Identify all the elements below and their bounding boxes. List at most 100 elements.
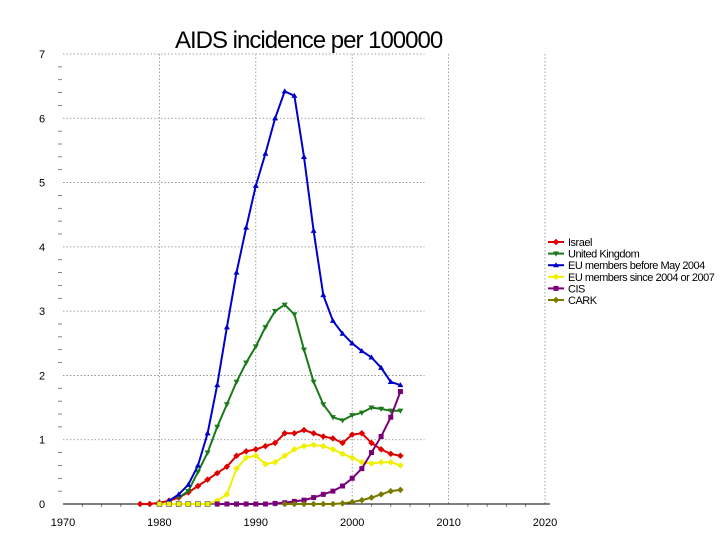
data-point bbox=[388, 414, 394, 420]
legend-entry: EU members before May 2004 bbox=[548, 260, 706, 272]
data-point bbox=[330, 488, 336, 494]
data-point bbox=[377, 491, 385, 498]
data-point bbox=[339, 418, 346, 424]
y-tick-label: 1 bbox=[39, 435, 45, 447]
y-tick-label: 3 bbox=[39, 306, 45, 318]
chart-title: AIDS incidence per 100000 bbox=[175, 27, 443, 54]
data-point bbox=[368, 405, 375, 411]
data-point bbox=[146, 500, 154, 508]
data-point bbox=[310, 441, 317, 449]
legend-label: United Kingdom bbox=[568, 249, 640, 261]
data-point bbox=[195, 501, 201, 507]
data-point bbox=[214, 501, 220, 507]
data-point bbox=[223, 402, 230, 408]
data-point bbox=[368, 439, 375, 447]
data-point bbox=[291, 92, 298, 98]
y-tick-label: 0 bbox=[39, 499, 45, 511]
data-point bbox=[397, 452, 404, 460]
data-point bbox=[262, 501, 268, 507]
data-point bbox=[339, 330, 346, 336]
legend-swatch-marker bbox=[553, 251, 559, 257]
axes bbox=[58, 66, 550, 507]
series-line bbox=[178, 303, 401, 499]
x-tick-label: 2020 bbox=[533, 517, 557, 529]
legend-entry: EU members since 2004 or 2007 bbox=[548, 272, 715, 284]
data-point bbox=[204, 430, 211, 436]
data-point bbox=[329, 435, 337, 442]
data-point bbox=[349, 475, 355, 481]
data-point bbox=[329, 446, 337, 453]
data-point bbox=[281, 302, 288, 308]
data-point bbox=[310, 227, 317, 233]
data-point bbox=[320, 402, 327, 408]
data-point bbox=[358, 496, 366, 504]
data-point bbox=[397, 486, 404, 494]
data-point bbox=[223, 324, 230, 330]
data-point bbox=[253, 501, 259, 507]
data-point bbox=[252, 446, 260, 453]
data-point bbox=[340, 483, 346, 489]
data-point bbox=[358, 348, 365, 354]
legend-label: Israel bbox=[568, 237, 592, 249]
data-point bbox=[310, 429, 317, 437]
data-point bbox=[378, 364, 385, 370]
data-point bbox=[252, 452, 260, 460]
data-point bbox=[194, 469, 201, 475]
data-point bbox=[252, 344, 259, 350]
legend-swatch-marker bbox=[552, 296, 560, 304]
data-point bbox=[194, 462, 201, 468]
series-line bbox=[159, 443, 401, 505]
series-cark bbox=[281, 486, 404, 508]
data-point bbox=[397, 408, 404, 414]
data-point bbox=[348, 498, 356, 506]
legend-label: EU members before May 2004 bbox=[568, 260, 705, 272]
data-point bbox=[329, 415, 336, 421]
x-tick-label: 1980 bbox=[147, 517, 171, 529]
data-point bbox=[291, 500, 298, 508]
data-point bbox=[310, 500, 317, 508]
data-point bbox=[175, 495, 182, 501]
data-point bbox=[378, 406, 385, 412]
data-point bbox=[243, 501, 249, 507]
data-point bbox=[310, 379, 317, 385]
series-united-kingdom bbox=[175, 302, 404, 501]
data-point bbox=[349, 413, 356, 419]
data-point bbox=[291, 429, 298, 437]
grid bbox=[63, 53, 546, 504]
data-point bbox=[339, 450, 346, 458]
data-point bbox=[378, 434, 384, 439]
data-point bbox=[204, 476, 211, 483]
legend-entry: United Kingdom bbox=[548, 249, 640, 261]
data-point bbox=[319, 433, 327, 440]
y-tick-label: 5 bbox=[39, 178, 45, 190]
data-point bbox=[281, 88, 288, 94]
data-point bbox=[272, 500, 278, 506]
data-point bbox=[368, 450, 374, 456]
x-tick-labels: 1970 1980 1990 2000 2010 2020 bbox=[51, 517, 557, 529]
data-point bbox=[214, 424, 221, 430]
data-point bbox=[387, 378, 394, 384]
data-point bbox=[301, 347, 307, 353]
data-point bbox=[300, 442, 308, 450]
data-point bbox=[262, 460, 269, 468]
data-point bbox=[166, 501, 172, 507]
data-point bbox=[329, 500, 337, 508]
data-point bbox=[262, 150, 269, 156]
data-point bbox=[262, 325, 269, 331]
data-point bbox=[359, 466, 365, 472]
data-point bbox=[242, 447, 250, 455]
data-point bbox=[387, 408, 394, 414]
data-point bbox=[224, 501, 230, 507]
data-point bbox=[387, 487, 395, 495]
legend-swatch-marker bbox=[553, 285, 559, 291]
data-point bbox=[214, 382, 221, 388]
y-tick-label: 6 bbox=[39, 113, 45, 125]
data-point bbox=[271, 458, 279, 466]
data-point bbox=[348, 431, 356, 438]
data-point bbox=[339, 500, 346, 507]
data-point bbox=[175, 501, 182, 507]
series-eu-members-before-may-2004 bbox=[166, 88, 404, 503]
data-point bbox=[329, 317, 336, 323]
